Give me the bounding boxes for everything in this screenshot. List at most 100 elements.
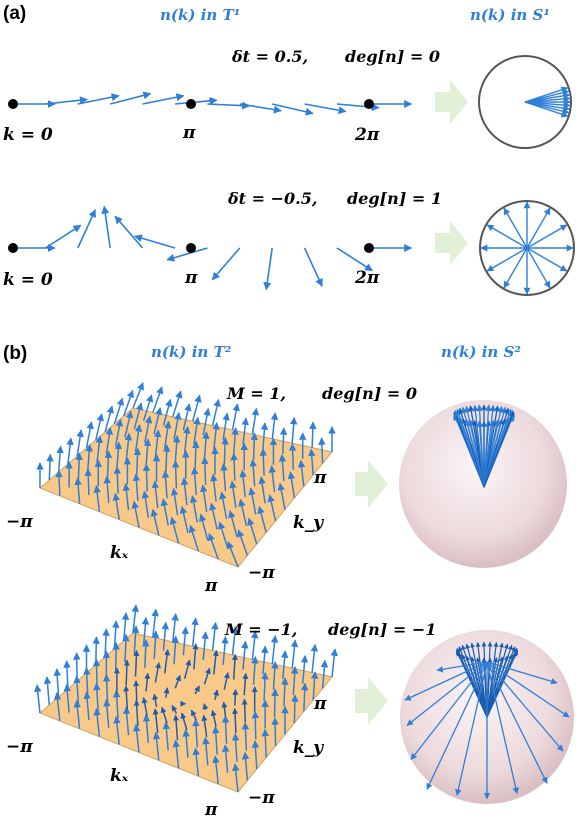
bz-arrow [241, 417, 250, 445]
bz-arrow [288, 443, 297, 470]
chain2-arrow [336, 247, 374, 272]
bz-arrow [114, 441, 123, 470]
bz-arrow [43, 676, 52, 706]
bz-arrow [152, 693, 159, 708]
bz-arrow [72, 652, 81, 682]
flow-arrow-row3 [355, 460, 388, 508]
bz-arrow [237, 529, 249, 556]
bz-arrow [191, 617, 199, 647]
bz-arrow [300, 655, 309, 684]
b-row2-neg-pi-left: −π [6, 737, 33, 757]
bz-arrow [190, 466, 199, 496]
bz-arrow [114, 418, 124, 446]
bz-arrow [93, 682, 101, 712]
bz-arrow [92, 636, 101, 666]
bz-arrow [231, 733, 240, 762]
bz-arrow [95, 435, 104, 463]
s1-star-arrow [486, 224, 528, 249]
bz-arrow [163, 687, 170, 698]
bz-arrow [46, 453, 54, 481]
bz-arrow [261, 728, 270, 758]
bz-arrow [141, 617, 150, 646]
b-row2-neg-pi-bottom: −π [248, 788, 275, 808]
bz-arrow [231, 403, 240, 431]
bz-arrow [142, 463, 151, 492]
s1-star-arrow [503, 207, 528, 249]
bz-arrow [230, 452, 238, 481]
bz-arrow [232, 688, 239, 706]
bz-arrow [180, 477, 189, 506]
bz-arrow [152, 708, 159, 734]
bz-arrow [257, 505, 267, 533]
bz-arrow [152, 731, 161, 761]
bz-arrow [271, 688, 279, 718]
bz-arrow [320, 659, 329, 689]
bz-arrow [103, 475, 111, 503]
bz-arrow [290, 666, 299, 695]
bz-arrow [171, 613, 179, 642]
bz-arrow [104, 405, 114, 433]
bz-arrow [251, 655, 259, 685]
bz-arrow [232, 707, 239, 734]
bz-arrow [74, 477, 82, 504]
bz-arrow [258, 476, 266, 504]
bz-arrow [84, 468, 92, 496]
bz-arrow [268, 465, 277, 493]
bz-arrow [271, 661, 279, 690]
chain1-arrow [109, 91, 152, 105]
bz-arrow [163, 420, 172, 449]
bz-arrow [133, 402, 144, 430]
bz-arrow [281, 677, 289, 707]
chain2-arrow [133, 234, 176, 249]
bz-arrow [93, 707, 101, 737]
s1-star-arrow [526, 247, 568, 272]
s1-star-row2 [480, 201, 574, 295]
panel-a-title-left: n(k) in T¹ [160, 6, 241, 24]
bz-arrow [227, 541, 239, 568]
bz-arrow [250, 432, 259, 460]
dot-k2pi-row2 [364, 243, 374, 253]
row1-label-k0: k = 0 [3, 125, 53, 145]
bz-arrow [121, 612, 130, 642]
bz-arrow [103, 698, 111, 728]
bz-arrow [131, 500, 140, 528]
bz-arrow [163, 649, 171, 674]
bz-arrow [105, 427, 114, 455]
chain1-arrow [174, 96, 218, 105]
bz-arrow [212, 755, 220, 785]
b-row1-deg: deg[n] = 0 [322, 384, 418, 403]
s2-burst-top-arrow [486, 641, 499, 718]
bz-arrow [104, 450, 113, 478]
bz-arrow [171, 635, 180, 665]
panel-a-title-right: n(k) in S¹ [470, 6, 550, 24]
bz-arrow [318, 437, 326, 464]
bz-arrow [131, 604, 140, 634]
bz-arrow [134, 424, 143, 452]
b-row2-ky: k_y [293, 738, 324, 758]
b-row2-pi-bottom: π [205, 800, 218, 820]
b-row1-neg-pi-left: −π [6, 512, 33, 532]
bz-arrow [95, 413, 104, 441]
bz-arrow [161, 470, 170, 499]
bz-arrow [202, 736, 210, 766]
bz-arrow [172, 390, 183, 418]
bz-arrow [261, 645, 269, 675]
b-row1-kx: kₓ [110, 543, 129, 563]
s1-fan-arrow [524, 86, 569, 103]
bz-arrow [112, 492, 120, 520]
s1-star-arrow [503, 247, 528, 289]
bz-plane-row1 [39, 407, 333, 568]
panel-b-title-left: n(k) in T² [151, 343, 232, 361]
bz-arrow [179, 505, 189, 534]
bz-arrow [220, 463, 228, 492]
s2-burst-top-arrow [470, 642, 488, 718]
s2-cone-arrow [483, 404, 496, 488]
bz-arrow [242, 672, 249, 696]
s1-star-arrow [486, 247, 528, 272]
dot-kpi-row1 [186, 99, 196, 109]
bz-arrow [53, 668, 61, 698]
b-row2-kx: kₓ [110, 766, 129, 786]
b-row2-deg: deg[n] = −1 [328, 620, 437, 639]
bz-arrow [123, 685, 130, 710]
